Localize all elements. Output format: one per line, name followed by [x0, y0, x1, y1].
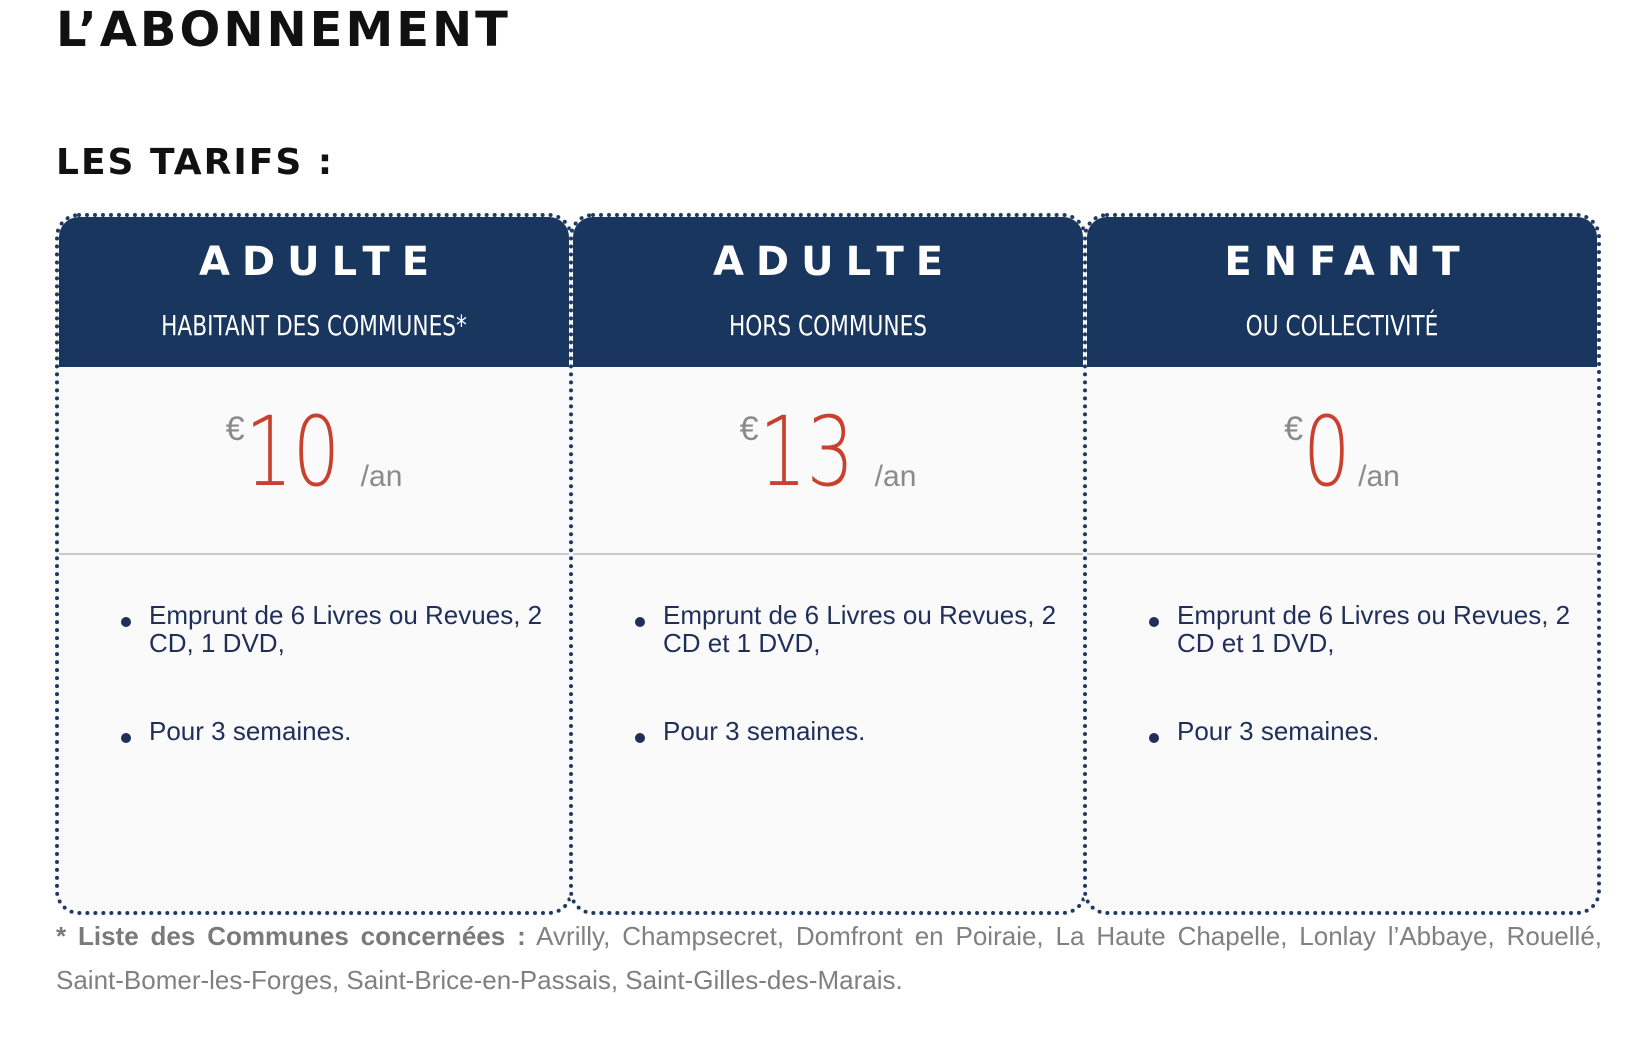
- price-amount: 10: [244, 396, 340, 508]
- card-header: ADULTE HORS COMMUNES: [573, 217, 1083, 367]
- card-subtitle: OU COLLECTIVITÉ: [1245, 309, 1439, 342]
- price-period: /an: [874, 460, 917, 493]
- bullet-icon: [1149, 733, 1159, 743]
- bullet-icon: [121, 733, 131, 743]
- price: €13/an: [573, 402, 1083, 522]
- card-title: ENFANT: [1224, 239, 1472, 285]
- currency-symbol: €: [225, 410, 245, 448]
- pricing-card-adult-resident: ADULTE HABITANT DES COMMUNES* €10/an Emp…: [55, 213, 573, 915]
- pricing-cards: ADULTE HABITANT DES COMMUNES* €10/an Emp…: [55, 213, 1601, 915]
- divider: [1087, 553, 1597, 555]
- list-item: Pour 3 semaines.: [1149, 717, 1577, 745]
- card-header: ENFANT OU COLLECTIVITÉ: [1087, 217, 1597, 367]
- pricing-card-adult-nonresident: ADULTE HORS COMMUNES €13/an Emprunt de 6…: [569, 213, 1087, 915]
- feature-text: Emprunt de 6 Livres ou Revues, 2 CD et 1…: [1177, 600, 1571, 658]
- price-amount: 13: [758, 396, 854, 508]
- feature-text: Pour 3 semaines.: [149, 716, 352, 746]
- feature-text: Pour 3 semaines.: [1177, 716, 1380, 746]
- bullet-icon: [635, 733, 645, 743]
- feature-list: Emprunt de 6 Livres ou Revues, 2 CD et 1…: [635, 601, 1063, 805]
- bullet-icon: [1149, 617, 1159, 627]
- footnote-label: * Liste des Communes concernées :: [56, 921, 526, 951]
- price-amount: 0: [1303, 396, 1351, 508]
- price: €0/an: [1087, 402, 1597, 522]
- price-period: /an: [1358, 460, 1400, 493]
- currency-symbol: €: [739, 410, 759, 448]
- pricing-card-child: ENFANT OU COLLECTIVITÉ €0/an Emprunt de …: [1083, 213, 1601, 915]
- feature-text: Emprunt de 6 Livres ou Revues, 2 CD, 1 D…: [149, 600, 543, 658]
- list-item: Emprunt de 6 Livres ou Revues, 2 CD et 1…: [1149, 601, 1577, 657]
- feature-text: Pour 3 semaines.: [663, 716, 866, 746]
- divider: [573, 553, 1083, 555]
- list-item: Pour 3 semaines.: [121, 717, 549, 745]
- page-title: L’ABONNEMENT: [56, 2, 511, 58]
- list-item: Emprunt de 6 Livres ou Revues, 2 CD et 1…: [635, 601, 1063, 657]
- divider: [59, 553, 569, 555]
- price: €10/an: [59, 402, 569, 522]
- list-item: Pour 3 semaines.: [635, 717, 1063, 745]
- communes-footnote: * Liste des Communes concernées : Avrill…: [56, 914, 1602, 1002]
- bullet-icon: [635, 617, 645, 627]
- card-title: ADULTE: [198, 239, 442, 285]
- card-title: ADULTE: [712, 239, 956, 285]
- bullet-icon: [121, 617, 131, 627]
- list-item: Emprunt de 6 Livres ou Revues, 2 CD, 1 D…: [121, 601, 549, 657]
- section-title: LES TARIFS :: [56, 142, 335, 183]
- price-period: /an: [360, 460, 403, 493]
- feature-list: Emprunt de 6 Livres ou Revues, 2 CD et 1…: [1149, 601, 1577, 805]
- feature-list: Emprunt de 6 Livres ou Revues, 2 CD, 1 D…: [121, 601, 549, 805]
- currency-symbol: €: [1284, 410, 1304, 448]
- card-subtitle: HABITANT DES COMMUNES*: [161, 309, 467, 342]
- feature-text: Emprunt de 6 Livres ou Revues, 2 CD et 1…: [663, 600, 1057, 658]
- card-subtitle: HORS COMMUNES: [728, 309, 928, 342]
- footnote-text: Avrilly, Champsecret, Domfront en Poirai…: [56, 921, 1603, 995]
- card-header: ADULTE HABITANT DES COMMUNES*: [59, 217, 569, 367]
